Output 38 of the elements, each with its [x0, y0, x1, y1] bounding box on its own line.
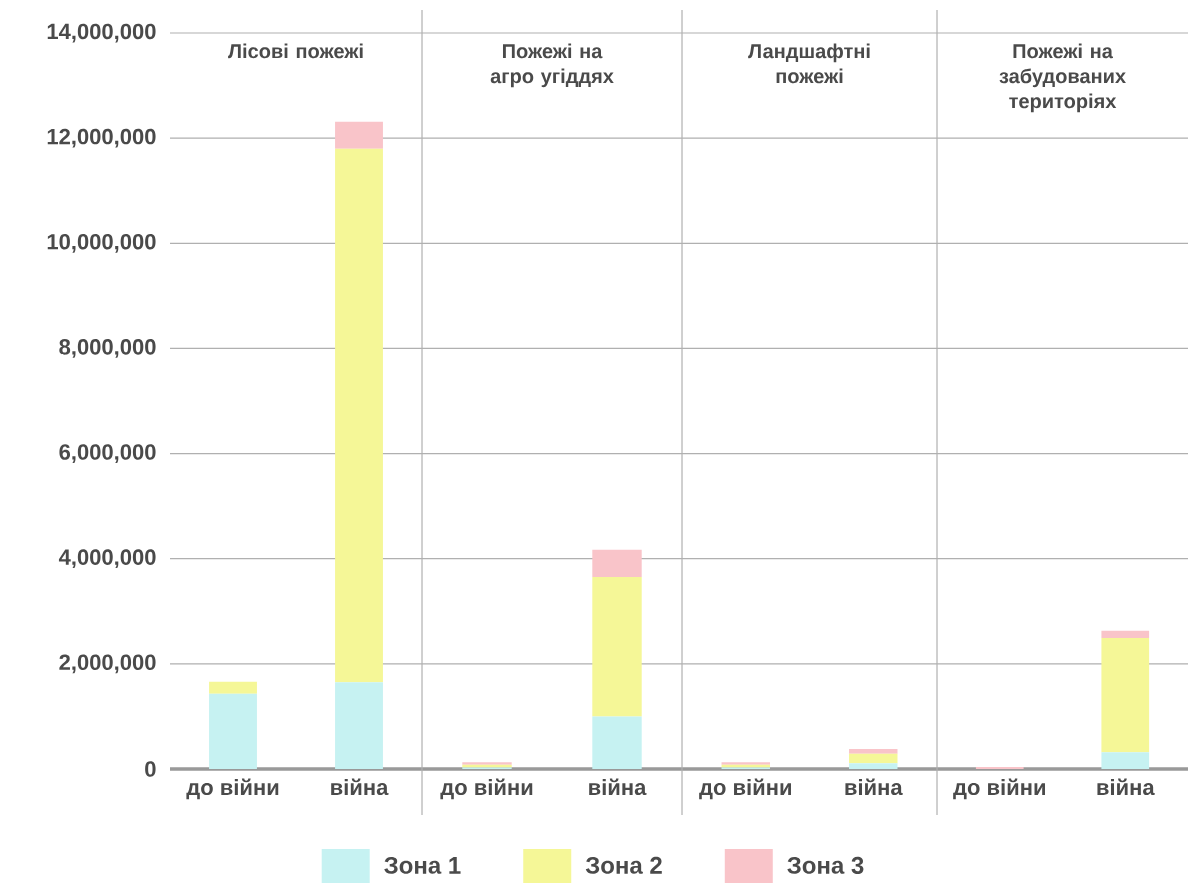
x-tick-label: війна — [331, 778, 389, 796]
x-tick-label: до війни — [440, 778, 533, 800]
bar — [849, 749, 898, 754]
bar — [592, 549, 642, 578]
y-tick-label: 2,000,000 — [59, 654, 156, 674]
y-tick-label: 12,000,000 — [47, 128, 156, 148]
y-tick-label: 10,000,000 — [47, 233, 156, 253]
bar — [209, 693, 257, 769]
text: Пожежі на агро угіддях — [490, 43, 614, 88]
text: Пожежі на забудованих територіях — [999, 43, 1126, 113]
text: Лісові пожежі — [228, 43, 363, 59]
bar — [592, 716, 642, 769]
y-tick-label: 8,000,000 — [59, 339, 156, 358]
bar — [849, 763, 898, 769]
bar — [1101, 638, 1150, 753]
x-tick-label: війна — [1097, 778, 1155, 796]
legend-label: Зона 3 — [787, 856, 864, 874]
x-tick-label: війна — [845, 778, 903, 796]
bar — [209, 681, 257, 694]
bar — [1101, 752, 1150, 769]
bar — [849, 753, 898, 764]
bar — [1101, 630, 1150, 639]
bar — [335, 121, 383, 149]
y-tick-label: 14,000,000 — [47, 23, 156, 43]
text: Ландшафтні пожежі — [748, 43, 870, 84]
bar — [335, 148, 383, 683]
bar — [335, 682, 383, 769]
legend-label: Зона 1 — [384, 856, 461, 874]
y-tick-label: 0 — [145, 761, 156, 777]
y-tick-label: 4,000,000 — [58, 549, 156, 569]
x-tick-label: до війни — [186, 778, 279, 800]
x-tick-label: до війни — [953, 778, 1045, 800]
legend-label: Зона 2 — [585, 856, 662, 874]
bar — [975, 766, 1024, 769]
x-tick-label: до війни — [699, 778, 791, 800]
bar — [592, 577, 642, 717]
y-tick-label: 6,000,000 — [59, 444, 156, 463]
x-tick-label: війна — [589, 778, 647, 796]
